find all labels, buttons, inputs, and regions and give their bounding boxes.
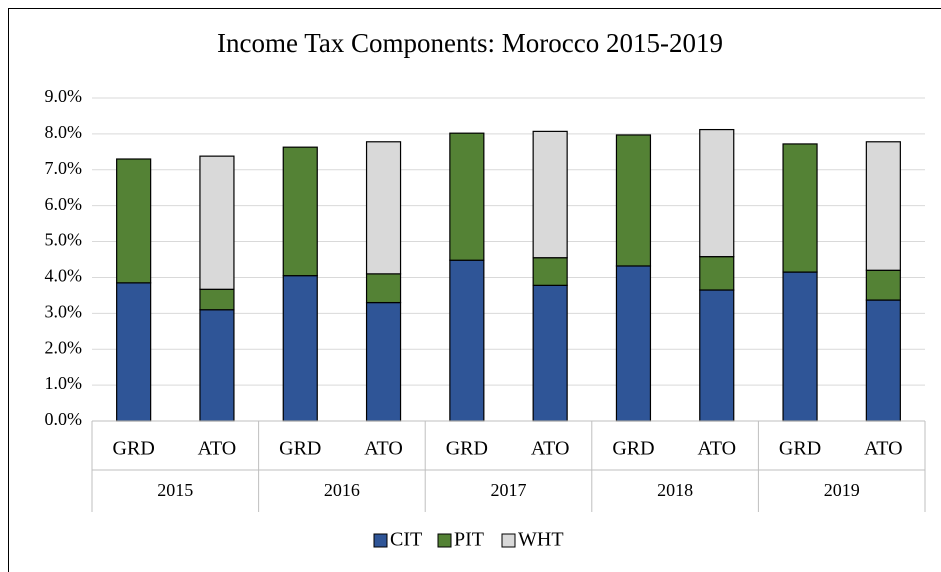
group-label: 2018 bbox=[657, 480, 693, 500]
x-tick-label: GRD bbox=[446, 438, 488, 460]
group-label: 2017 bbox=[491, 480, 527, 500]
y-tick-label: 7.0% bbox=[45, 158, 83, 178]
bar-segment bbox=[282, 275, 318, 422]
chart-title: Income Tax Components: Morocco 2015-2019 bbox=[217, 28, 723, 58]
legend-label: CIT bbox=[390, 529, 422, 551]
legend-label: WHT bbox=[518, 529, 564, 551]
bar-segment bbox=[199, 155, 235, 290]
bar-segment bbox=[699, 256, 735, 291]
bar-segment bbox=[365, 273, 402, 304]
group-label: 2016 bbox=[324, 480, 360, 500]
bar-segment bbox=[116, 282, 152, 422]
bar-segment bbox=[449, 259, 485, 422]
y-tick-label: 2.0% bbox=[45, 337, 83, 357]
x-tick-label: GRD bbox=[612, 438, 654, 460]
bar-segment bbox=[532, 257, 568, 286]
bar-segment bbox=[116, 158, 152, 284]
x-tick-label: ATO bbox=[864, 438, 903, 460]
bar-segment bbox=[865, 299, 901, 422]
bar-segment bbox=[782, 143, 818, 273]
x-tick-label: ATO bbox=[198, 438, 237, 460]
y-tick-label: 6.0% bbox=[45, 194, 83, 214]
x-tick-label: GRD bbox=[279, 438, 321, 460]
bar-segment bbox=[699, 289, 735, 422]
bar-segment bbox=[782, 271, 818, 422]
group-label: 2019 bbox=[824, 480, 860, 500]
group-label: 2015 bbox=[157, 480, 193, 500]
x-tick-label: ATO bbox=[531, 438, 570, 460]
legend-swatch bbox=[373, 533, 388, 548]
y-tick-label: 1.0% bbox=[45, 373, 83, 393]
y-tick-label: 3.0% bbox=[45, 301, 83, 321]
bar-segment bbox=[449, 132, 485, 261]
x-tick-label: ATO bbox=[364, 438, 403, 460]
chart-border bbox=[8, 8, 941, 572]
bar-segment bbox=[282, 146, 318, 277]
y-tick-label: 0.0% bbox=[45, 409, 83, 429]
bar-segment bbox=[615, 265, 652, 422]
y-tick-label: 5.0% bbox=[45, 230, 83, 250]
bar-segment bbox=[532, 284, 568, 422]
bar-segment bbox=[199, 288, 235, 311]
y-tick-label: 9.0% bbox=[45, 86, 83, 106]
bar-segment bbox=[865, 269, 901, 301]
y-tick-label: 4.0% bbox=[45, 266, 83, 286]
legend-swatch bbox=[501, 533, 516, 548]
bar-segment bbox=[532, 130, 568, 259]
bar-segment bbox=[365, 301, 402, 422]
x-tick-label: ATO bbox=[697, 438, 736, 460]
bar-segment bbox=[699, 128, 735, 258]
y-tick-label: 8.0% bbox=[45, 122, 83, 142]
bar-segment bbox=[615, 134, 652, 267]
x-tick-label: GRD bbox=[113, 438, 155, 460]
bar-segment bbox=[199, 309, 235, 422]
legend-label: PIT bbox=[454, 529, 484, 551]
legend-swatch bbox=[437, 533, 452, 548]
x-tick-label: GRD bbox=[779, 438, 821, 460]
bar-segment bbox=[865, 141, 901, 271]
bar-segment bbox=[365, 141, 402, 275]
